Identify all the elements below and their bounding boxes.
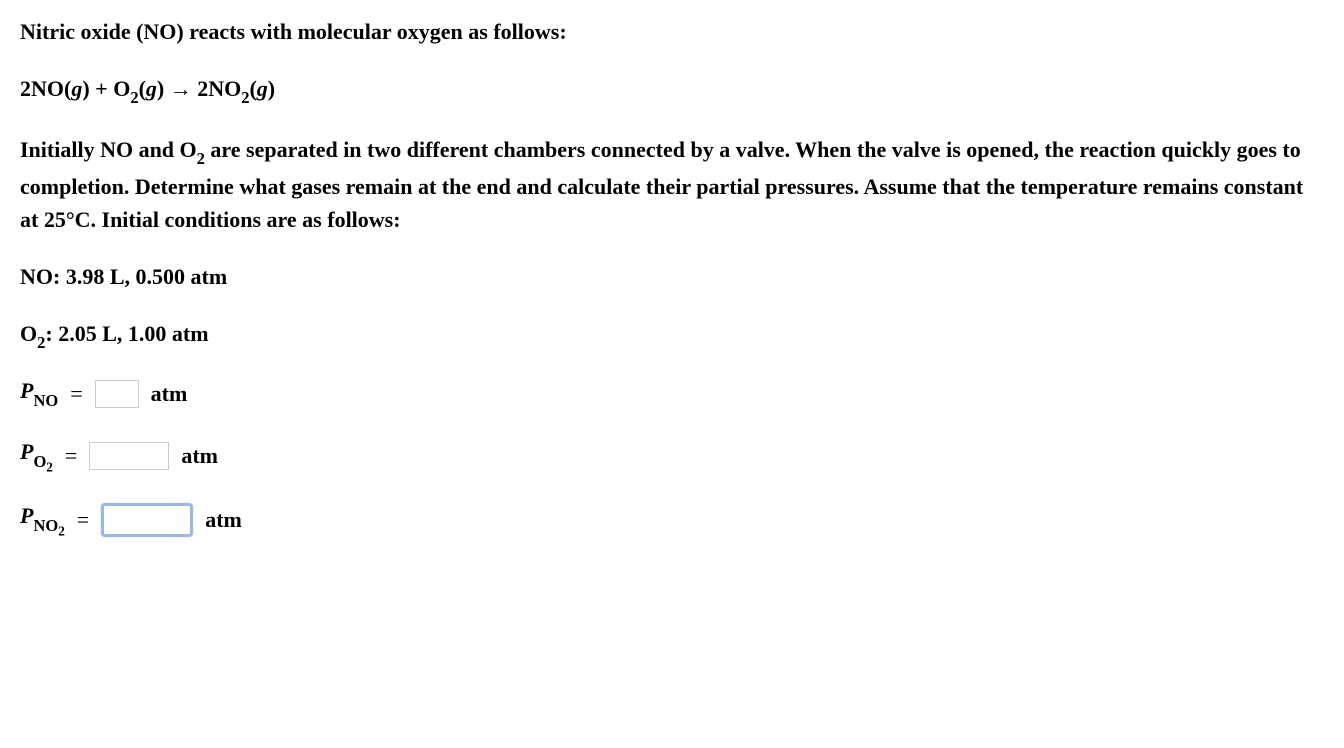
answer-row-o2: PO2 = atm	[20, 439, 1324, 473]
eq-sub: 2	[241, 88, 249, 107]
unit-atm: atm	[151, 381, 188, 407]
desc-part: Initially NO and O	[20, 137, 197, 162]
no-subscript: NO	[33, 391, 58, 410]
eq-state: g	[257, 76, 268, 101]
po2-input[interactable]	[89, 442, 169, 470]
eq-part: ) + O	[82, 76, 130, 101]
o2-sub: 2	[37, 333, 45, 352]
unit-atm: atm	[205, 507, 242, 533]
eq-part: )	[157, 76, 170, 101]
eq-part: (	[139, 76, 146, 101]
eq-state: g	[146, 76, 157, 101]
equals-sign: =	[70, 381, 82, 407]
description-text: Initially NO and O2 are separated in two…	[20, 133, 1324, 236]
eq-part: 2NO(	[20, 76, 71, 101]
eq-state: g	[71, 76, 82, 101]
o2-rest: : 2.05 L, 1.00 atm	[45, 321, 208, 346]
intro-text: Nitric oxide (NO) reacts with molecular …	[20, 15, 1324, 48]
equals-sign: =	[77, 507, 89, 533]
eq-sub: 2	[130, 88, 138, 107]
answer-row-no2: PNO2 = atm	[20, 503, 1324, 537]
desc-sub: 2	[197, 149, 205, 168]
eq-part: (	[249, 76, 256, 101]
o2-subscript: O2	[33, 452, 52, 471]
unit-atm: atm	[181, 443, 218, 469]
condition-o2: O2: 2.05 L, 1.00 atm	[20, 317, 1324, 354]
pno2-input[interactable]	[101, 503, 193, 537]
pressure-label-o2: PO2	[20, 439, 53, 473]
p-symbol: P	[20, 378, 33, 403]
p-symbol: P	[20, 503, 33, 528]
o2-prefix: O	[20, 321, 37, 346]
condition-no: NO: 3.98 L, 0.500 atm	[20, 260, 1324, 293]
p-symbol: P	[20, 439, 33, 464]
pressure-label-no2: PNO2	[20, 503, 65, 537]
no2-subscript: NO2	[33, 516, 64, 535]
answer-row-no: PNO = atm	[20, 378, 1324, 408]
eq-part: )	[268, 76, 275, 101]
arrow-icon: →	[170, 76, 192, 101]
pressure-label-no: PNO	[20, 378, 58, 408]
eq-part: 2NO	[192, 76, 242, 101]
pno-input[interactable]	[95, 380, 139, 408]
desc-part: are separated in two different chambers …	[20, 137, 1303, 232]
equals-sign: =	[65, 443, 77, 469]
chemical-equation: 2NO(g) + O2(g) → 2NO2(g)	[20, 72, 1324, 109]
